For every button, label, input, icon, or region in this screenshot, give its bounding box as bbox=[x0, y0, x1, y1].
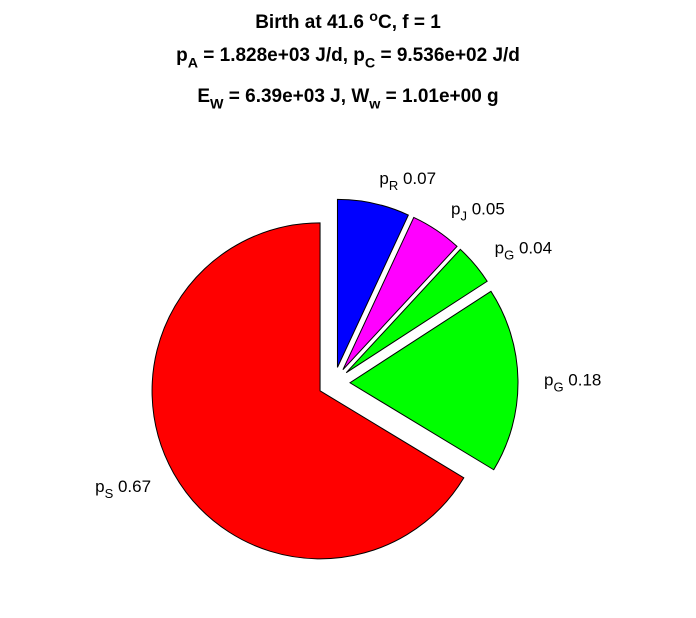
chart-title-line-1: Birth at 41.6 oC, f = 1 bbox=[255, 8, 441, 33]
chart-title-line-3: EW = 6.39e+03 J, Ww = 1.01e+00 g bbox=[197, 86, 499, 113]
slice-label-0: pR 0.07 bbox=[379, 169, 436, 193]
pie-slice-g-2 bbox=[345, 248, 488, 374]
pie-slice-g-3 bbox=[349, 290, 519, 471]
pie-slice-j-1 bbox=[342, 216, 458, 371]
slice-label-2: pG 0.04 bbox=[495, 239, 552, 263]
slice-label-4: pS 0.67 bbox=[95, 477, 151, 501]
slice-label-1: pJ 0.05 bbox=[451, 200, 505, 224]
pie-slice-r-0 bbox=[336, 198, 409, 368]
slice-label-3: pG 0.18 bbox=[544, 371, 601, 395]
pie-slice-s-4 bbox=[151, 222, 465, 560]
chart-title-line-2: pA = 1.828e+03 J/d, pC = 9.536e+02 J/d bbox=[176, 45, 520, 72]
